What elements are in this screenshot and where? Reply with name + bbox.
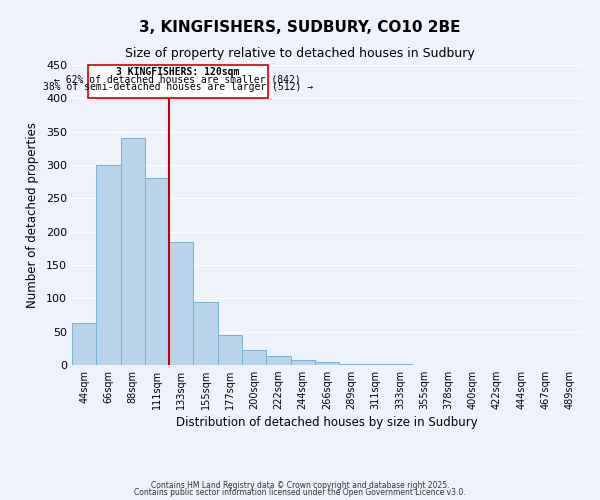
Bar (266, 356, 290, 365)
Bar (169, 242, 193, 365)
Bar (388, 364, 412, 365)
Bar (218, 335, 242, 365)
Bar (193, 302, 218, 365)
Bar (339, 364, 364, 365)
Bar (364, 364, 388, 365)
Bar (96, 165, 121, 365)
Bar (315, 362, 339, 365)
Text: Size of property relative to detached houses in Sudbury: Size of property relative to detached ho… (125, 48, 475, 60)
Bar (72, 323, 96, 365)
Text: Contains public sector information licensed under the Open Government Licence v3: Contains public sector information licen… (134, 488, 466, 497)
Bar (121, 138, 145, 365)
Text: Contains HM Land Registry data © Crown copyright and database right 2025.: Contains HM Land Registry data © Crown c… (151, 480, 449, 490)
Bar (290, 360, 315, 365)
X-axis label: Distribution of detached houses by size in Sudbury: Distribution of detached houses by size … (176, 416, 478, 430)
Text: 3 KINGFISHERS: 120sqm: 3 KINGFISHERS: 120sqm (116, 67, 239, 77)
FancyBboxPatch shape (88, 65, 268, 98)
Bar (145, 178, 169, 365)
Y-axis label: Number of detached properties: Number of detached properties (26, 122, 39, 308)
Text: 3, KINGFISHERS, SUDBURY, CO10 2BE: 3, KINGFISHERS, SUDBURY, CO10 2BE (139, 20, 461, 35)
Text: 38% of semi-detached houses are larger (512) →: 38% of semi-detached houses are larger (… (43, 82, 313, 92)
Text: ← 62% of detached houses are smaller (842): ← 62% of detached houses are smaller (84… (54, 74, 301, 85)
Bar (242, 350, 266, 365)
